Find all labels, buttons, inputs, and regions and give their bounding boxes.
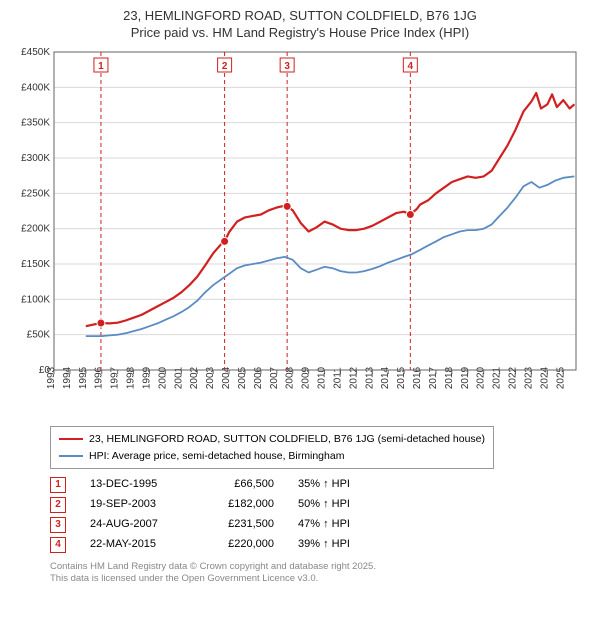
event-date: 19-SEP-2003 (90, 495, 180, 515)
svg-text:£350K: £350K (21, 117, 50, 128)
events-table: 1 13-DEC-1995 £66,500 35% ↑ HPI 2 19-SEP-2003… (50, 475, 590, 554)
chart-title-line2: Price paid vs. HM Land Registry's House … (10, 25, 590, 42)
legend-label-red: 23, HEMLINGFORD ROAD, SUTTON COLDFIELD, … (89, 431, 485, 448)
svg-text:£450K: £450K (21, 48, 50, 58)
svg-text:£50K: £50K (27, 329, 51, 340)
footer-line2: This data is licensed under the Open Gov… (50, 573, 590, 585)
svg-text:£250K: £250K (21, 188, 50, 199)
event-date: 22-MAY-2015 (90, 535, 180, 555)
legend-row-blue: HPI: Average price, semi-detached house,… (59, 448, 485, 465)
svg-text:3: 3 (284, 61, 290, 72)
svg-text:2: 2 (222, 61, 228, 72)
event-hpi: 47% ↑ HPI (298, 515, 378, 535)
legend: 23, HEMLINGFORD ROAD, SUTTON COLDFIELD, … (50, 426, 494, 470)
footer-line1: Contains HM Land Registry data © Crown c… (50, 561, 590, 573)
event-price: £66,500 (204, 475, 274, 495)
svg-text:£400K: £400K (21, 82, 50, 93)
event-hpi: 50% ↑ HPI (298, 495, 378, 515)
legend-swatch-blue (59, 455, 83, 457)
event-date: 24-AUG-2007 (90, 515, 180, 535)
svg-text:£100K: £100K (21, 294, 50, 305)
event-hpi: 35% ↑ HPI (298, 475, 378, 495)
event-number-box: 1 (50, 477, 66, 493)
legend-swatch-red (59, 438, 83, 440)
event-row: 2 19-SEP-2003 £182,000 50% ↑ HPI (50, 495, 590, 515)
event-price: £220,000 (204, 535, 274, 555)
event-hpi: 39% ↑ HPI (298, 535, 378, 555)
svg-text:4: 4 (408, 61, 414, 72)
event-row: 1 13-DEC-1995 £66,500 35% ↑ HPI (50, 475, 590, 495)
svg-text:£200K: £200K (21, 223, 50, 234)
event-number-box: 3 (50, 517, 66, 533)
legend-row-red: 23, HEMLINGFORD ROAD, SUTTON COLDFIELD, … (59, 431, 485, 448)
legend-label-blue: HPI: Average price, semi-detached house,… (89, 448, 344, 465)
event-price: £182,000 (204, 495, 274, 515)
event-date: 13-DEC-1995 (90, 475, 180, 495)
event-row: 4 22-MAY-2015 £220,000 39% ↑ HPI (50, 535, 590, 555)
event-number-box: 4 (50, 537, 66, 553)
svg-text:£150K: £150K (21, 259, 50, 270)
price-chart: £0£50K£100K£150K£200K£250K£300K£350K£400… (10, 48, 580, 418)
event-row: 3 24-AUG-2007 £231,500 47% ↑ HPI (50, 515, 590, 535)
svg-text:1: 1 (98, 61, 104, 72)
event-number-box: 2 (50, 497, 66, 513)
event-price: £231,500 (204, 515, 274, 535)
footer: Contains HM Land Registry data © Crown c… (50, 561, 590, 586)
chart-title-line1: 23, HEMLINGFORD ROAD, SUTTON COLDFIELD, … (10, 8, 590, 25)
svg-text:£300K: £300K (21, 153, 50, 164)
